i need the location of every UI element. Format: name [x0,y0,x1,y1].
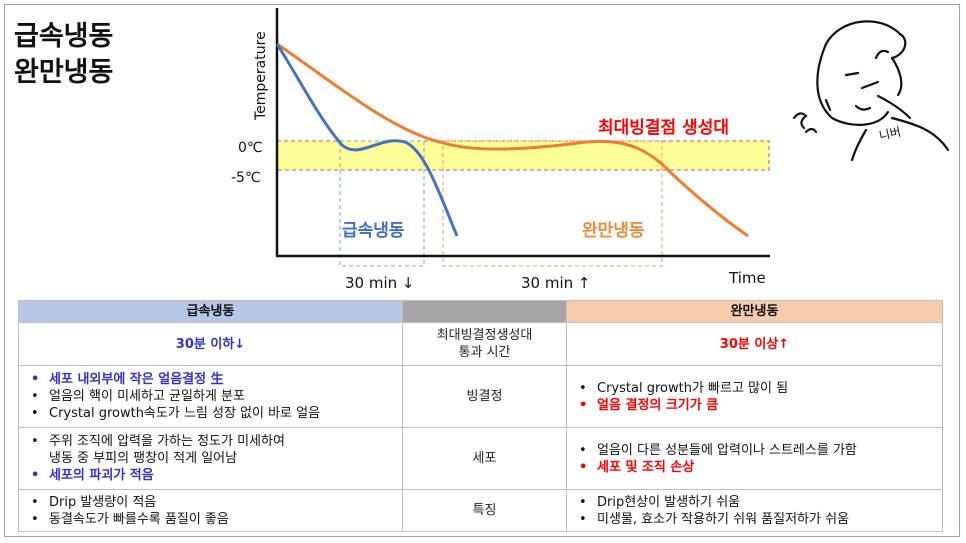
cell-fast-feature: Drip 발생량이 적음 동결속도가 빠를수록 품질이 좋음 [18,489,403,532]
ice-crystal-zone [276,140,770,171]
tick-0c: 0℃ [238,140,263,156]
fast-zone-label: 급속냉동 [342,221,405,241]
table-row-time: 30분 이하↓ 최대빙결정생성대 통과 시간 30분 이상↑ [18,322,943,366]
fast-freezing-curve [275,43,459,237]
slow-freezing-curve [276,42,749,238]
list-item: 미생물, 효소가 작용하기 쉬워 품질저하가 쉬움 [577,511,942,528]
list-item: 세포 내외부에 작은 얼음결정 生 [29,371,402,388]
list-item: Drip 발생량이 적음 [29,494,402,511]
list-item: 얼음의 핵이 미세하고 균일하게 분포 [29,388,402,405]
list-item: 세포 및 조직 손상 [577,459,942,476]
cell-fast-cell: 주위 조직에 압력을 가하는 정도가 미세하여 냉동 중 부피의 팽창이 적게 … [18,427,403,490]
title-slow-freezing: 완만냉동 [14,57,114,88]
character-text: 니버 [878,125,903,143]
fast-zone-box [339,140,425,267]
character-illustration [792,20,950,162]
freezing-curve-chart: Temperature Time 0℃ -5℃ 최대빙결점 생성대 급속냉동 완… [231,8,950,292]
cell-fast-time: 30분 이하↓ [18,322,403,366]
tick-minus5c: -5℃ [231,170,261,186]
cell-time-criterion: 최대빙결정생성대 통과 시간 [402,322,567,366]
fast-time-label: 30 min ↓ [345,274,414,292]
table-header-row: 급속냉동 완만냉동 [18,300,943,323]
list-item: 세포의 파괴가 적음 [29,467,402,484]
cell-ice-criterion: 빙결정 [402,365,567,428]
list-item: 얼음이 다른 성분들에 압력이나 스트레스를 가함 [577,442,942,459]
y-axis-label: Temperature [253,31,269,121]
slow-time-label: 30 min ↑ [521,274,590,292]
table-row-ice: 세포 내외부에 작은 얼음결정 生 얼음의 핵이 미세하고 균일하게 분포 Cr… [18,365,943,428]
title-fast-freezing: 급속냉동 [14,21,114,52]
list-item: 동결속도가 빠를수록 품질이 좋음 [29,511,402,528]
ice-zone-label: 최대빙결점 생성대 [598,118,729,138]
cell-feature-criterion: 특징 [402,489,567,532]
cell-cell-criterion: 세포 [402,427,567,490]
cell-slow-time: 30분 이상↑ [566,322,943,366]
header-fast-freezing: 급속냉동 [18,300,403,323]
cell-slow-cell: 얼음이 다른 성분들에 압력이나 스트레스를 가함 세포 및 조직 손상 [566,427,943,490]
cell-fast-ice: 세포 내외부에 작은 얼음결정 生 얼음의 핵이 미세하고 균일하게 분포 Cr… [18,365,403,428]
x-axis-label: Time [728,269,766,287]
comparison-table: 급속냉동 완만냉동 30분 이하↓ 최대빙결정생성대 통과 시간 30분 이상↑… [18,300,943,532]
list-item: 주위 조직에 압력을 가하는 정도가 미세하여 냉동 중 부피의 팽창이 적게 … [29,433,402,467]
header-blank [402,300,567,323]
slide-frame [4,4,960,537]
list-item: Crystal growth가 빠르고 많이 됨 [577,380,942,397]
list-item: Crystal growth속도가 느림 성장 없이 바로 얼음 [29,405,402,422]
cell-slow-feature: Drip현상이 발생하기 쉬움 미생물, 효소가 작용하기 쉬워 품질저하가 쉬… [566,489,943,532]
cell-slow-ice: Crystal growth가 빠르고 많이 됨 얼음 결정의 크기가 큼 [566,365,943,428]
list-item: 얼음 결정의 크기가 큼 [577,397,942,414]
table-row-feature: Drip 발생량이 적음 동결속도가 빠를수록 품질이 좋음 특징 Drip현상… [18,489,943,532]
list-item: Drip현상이 발생하기 쉬움 [577,494,942,511]
header-slow-freezing: 완만냉동 [566,300,943,323]
slow-zone-label: 완만냉동 [582,221,645,241]
table-row-cell: 주위 조직에 압력을 가하는 정도가 미세하여 냉동 중 부피의 팽창이 적게 … [18,427,943,490]
